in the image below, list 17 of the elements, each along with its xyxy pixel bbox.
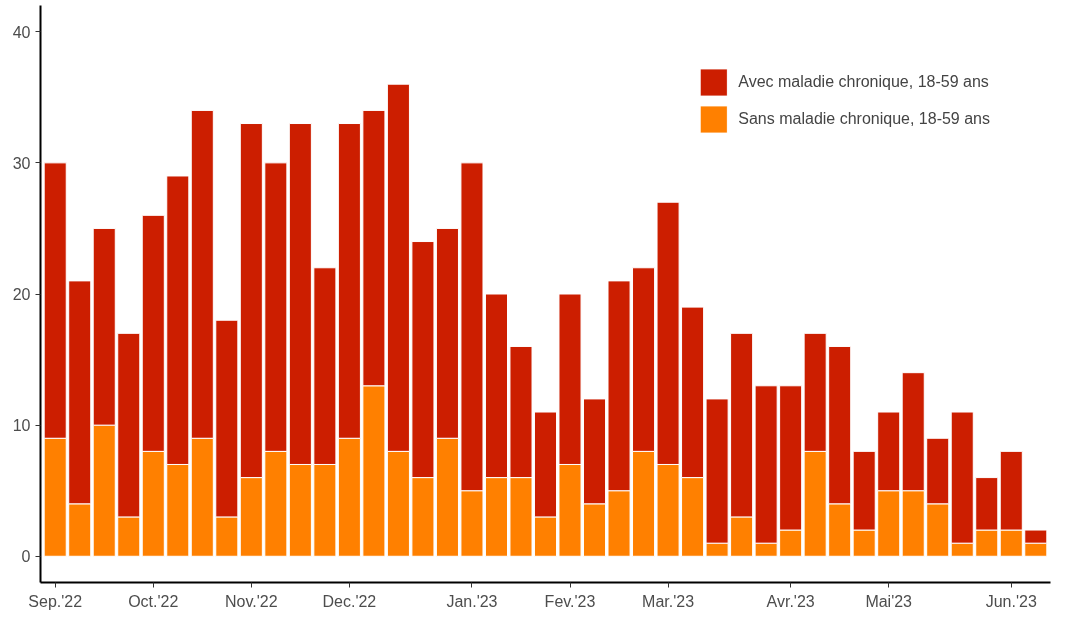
y-tick-label: 0	[21, 548, 31, 566]
legend-label: Sans maladie chronique, 18-59 ans	[738, 110, 990, 128]
x-tick-label: Jan.'23	[446, 592, 498, 610]
x-tick-label: Mai'23	[865, 592, 913, 610]
y-tick-label: 20	[12, 286, 31, 303]
x-tick-label: Fev.'23	[544, 592, 596, 610]
x-tick-label: Nov.'22	[225, 592, 278, 610]
x-tick-label: Dec.'22	[322, 592, 377, 610]
y-tick-label: 10	[12, 417, 31, 435]
x-tick-label: Oct.'22	[128, 592, 179, 610]
x-tick-label: Jun.'23	[985, 592, 1037, 610]
y-tick-label: 40	[12, 23, 31, 41]
x-tick-label: Sep.'22	[28, 592, 83, 610]
y-tick-label: 30	[12, 154, 31, 172]
legend-label: Avec maladie chronique, 18-59 ans	[738, 73, 989, 91]
x-tick-label: Avr.'23	[766, 592, 815, 610]
x-tick-label: Mar.'23	[642, 592, 695, 610]
